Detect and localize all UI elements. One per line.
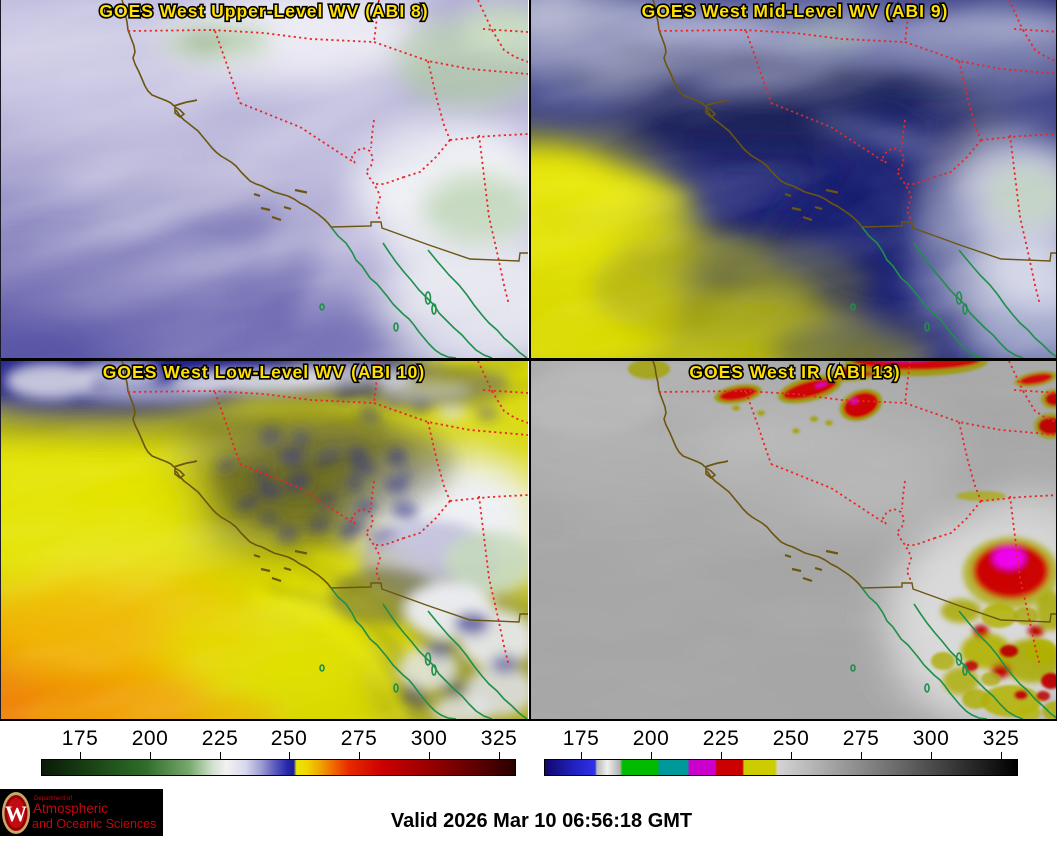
svg-text:Atmospheric: Atmospheric [33, 801, 108, 816]
svg-text:W: W [5, 801, 27, 826]
svg-text:GOES West IR (ABI 13): GOES West IR (ABI 13) [689, 362, 900, 382]
svg-text:GOES West Upper-Level WV (ABI: GOES West Upper-Level WV (ABI 8) [99, 1, 428, 21]
svg-text:and Oceanic Sciences: and Oceanic Sciences [32, 817, 156, 831]
svg-text:GOES West Mid-Level WV (ABI 9): GOES West Mid-Level WV (ABI 9) [642, 1, 949, 21]
svg-text:Department of: Department of [34, 796, 72, 802]
svg-text:GOES West Low-Level WV (ABI 10: GOES West Low-Level WV (ABI 10) [103, 362, 425, 382]
